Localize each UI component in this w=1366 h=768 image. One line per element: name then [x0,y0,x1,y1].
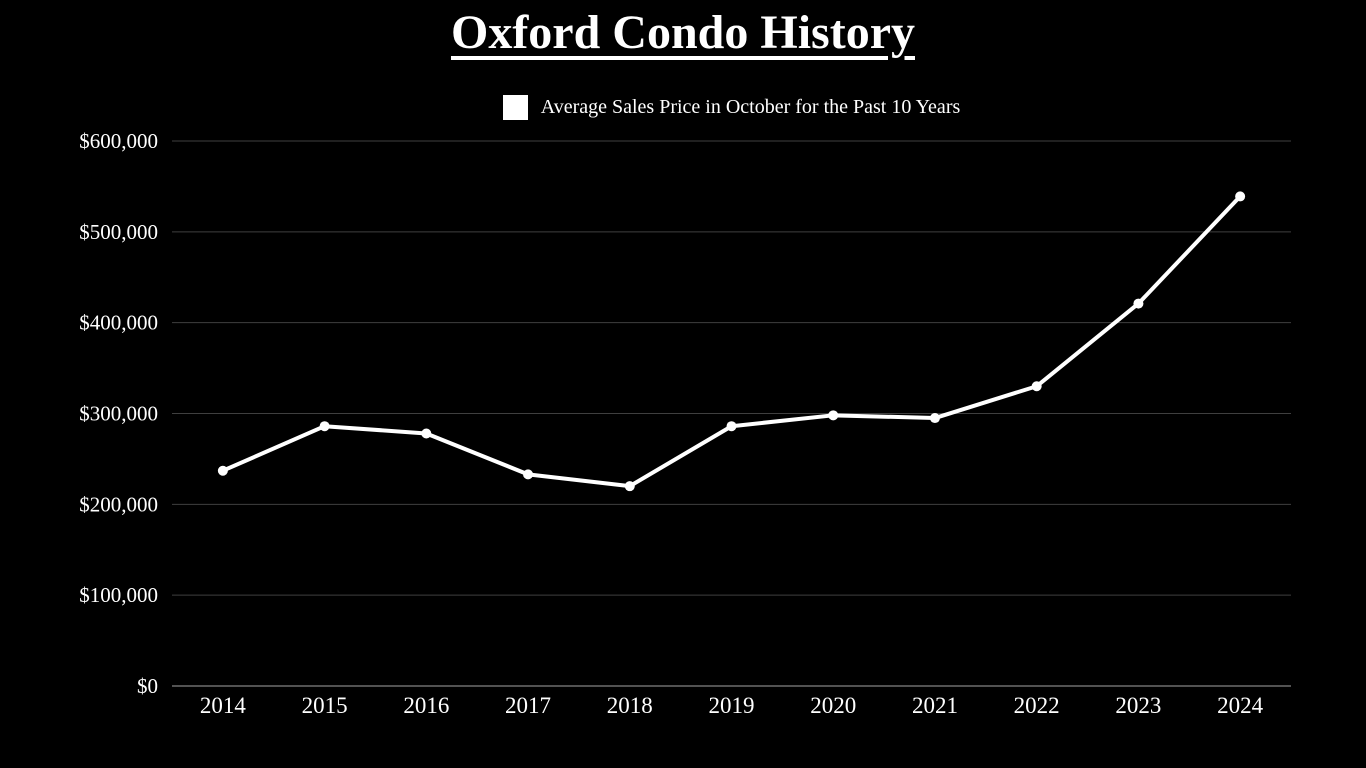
data-point-marker [421,428,432,439]
x-axis-tick-label: 2019 [709,693,755,718]
x-axis-tick-label: 2021 [912,693,958,718]
x-axis-tick-label: 2016 [403,693,449,718]
x-axis-tick-label: 2014 [200,693,247,718]
x-axis-tick-label: 2022 [1014,693,1060,718]
y-axis-tick-label: $300,000 [79,402,158,426]
data-point-marker [217,465,228,476]
legend-marker-icon [502,95,528,120]
data-point-marker [1133,298,1144,309]
data-point-marker [1031,381,1042,392]
series-line [220,194,1243,489]
legend: Average Sales Price in October for the P… [172,95,1291,120]
chart-title: Oxford Condo History [450,6,915,59]
x-axis-tick-label: 2018 [607,693,653,718]
y-axis-tick-label: $500,000 [79,220,158,244]
x-axis-tick-label: 2023 [1115,693,1161,718]
data-point-marker [523,469,534,480]
data-point-marker [929,413,940,424]
y-axis-tick-label: $200,000 [79,492,158,516]
x-axis-tick-label: 2017 [505,693,551,718]
data-point-marker [624,481,635,492]
y-axis-tick-label: $100,000 [79,583,158,607]
legend-series-label: Average Sales Price in October for the P… [540,96,961,118]
data-point-marker [828,410,839,421]
x-axis-tick-label: 2015 [302,693,348,718]
x-axis-tick-label: 2024 [1217,693,1264,718]
data-point-marker [726,421,737,432]
y-axis-tick-label: $0 [137,674,158,698]
y-axis-tick-label: $600,000 [79,129,158,153]
x-axis-tick-label: 2020 [810,693,856,718]
data-point-marker [319,421,330,432]
y-axis-tick-label: $400,000 [79,311,158,335]
data-point-marker [1235,191,1246,202]
